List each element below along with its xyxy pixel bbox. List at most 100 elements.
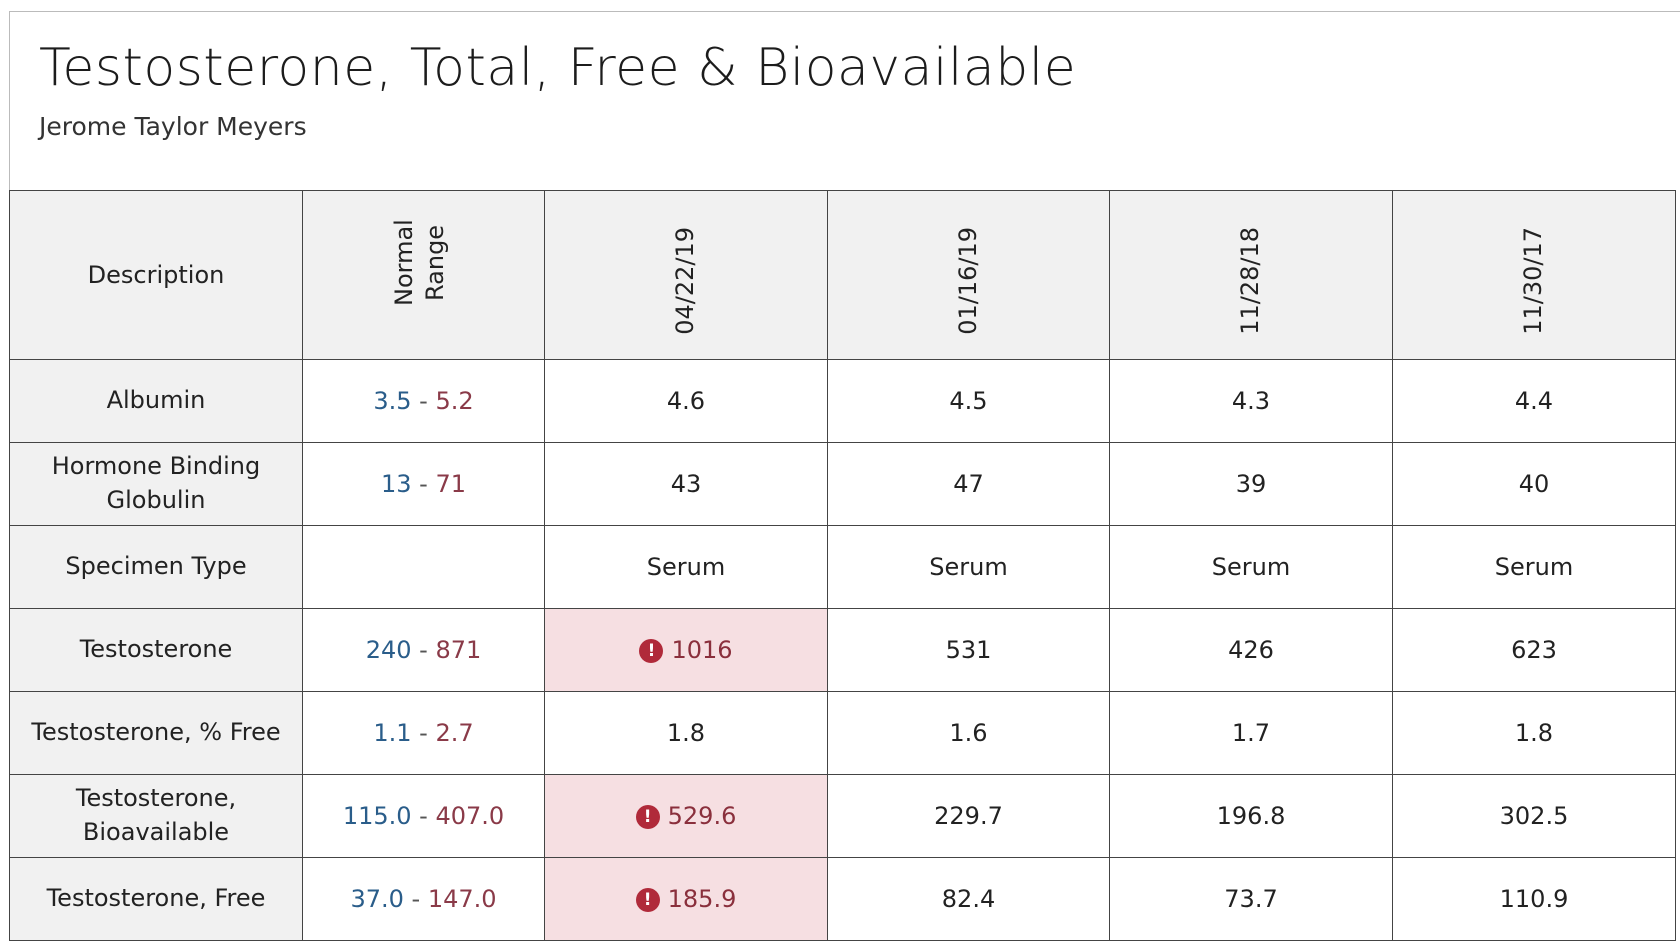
range-cell: 3.5 - 5.2	[302, 359, 545, 443]
value-text: 4.5	[949, 387, 988, 415]
value-cell: 4.3	[1109, 359, 1393, 443]
range-dash: -	[411, 387, 436, 415]
value-cell: 4.6	[544, 359, 828, 443]
value-text: 4.3	[1231, 387, 1271, 415]
range-dash: -	[411, 636, 436, 664]
table-row: Testosterone 240 - 871! 1016 531 426 623	[9, 608, 1676, 692]
value-text: 39	[1235, 470, 1267, 498]
table-row: Testosterone, Free 37.0 - 147.0 ! 185.9 82.4…	[9, 857, 1676, 941]
table-row: Hormone Binding Globulin 13 - 71 43 47 39 40	[9, 442, 1676, 526]
value-cell: 1.6	[827, 691, 1110, 775]
column-header: 11/28/18	[1109, 190, 1393, 360]
value-text: Serum	[929, 553, 1008, 581]
value-cell: 1.8	[544, 691, 828, 775]
range-high: 5.2	[435, 387, 474, 415]
value-cell: 531	[827, 608, 1110, 692]
column-header-text: 11/30/17	[1519, 227, 1548, 335]
value-text: 1016	[671, 636, 733, 664]
value-text: 43	[670, 470, 702, 498]
range-high: 871	[435, 636, 482, 664]
value-cell: Serum	[544, 525, 828, 609]
subtitle: Jerome Taylor Meyers	[39, 112, 307, 141]
table-row: Specimen Type Serum Serum Serum Serum	[9, 525, 1676, 609]
range-high: 147.0	[427, 885, 497, 913]
range-high: 407.0	[435, 802, 505, 830]
description-cell: Testosterone, % Free	[9, 691, 303, 775]
value-text: Serum	[1494, 553, 1574, 581]
value-cell: 623	[1392, 608, 1676, 692]
range-high: 71	[435, 470, 466, 498]
value-cell: 73.7	[1109, 857, 1393, 941]
range-cell: 240 - 871	[302, 608, 545, 692]
range-low: 1.1	[373, 719, 412, 747]
value-text: 82.4	[941, 885, 996, 913]
value-cell: 426	[1109, 608, 1393, 692]
value-text: 185.9	[667, 885, 737, 913]
value-cell: 47	[827, 442, 1110, 526]
value-text: 623	[1511, 636, 1557, 664]
value-cell: 229.7	[827, 774, 1110, 858]
value-cell: 196.8	[1109, 774, 1393, 858]
value-cell: 39	[1109, 442, 1393, 526]
range-dash: -	[403, 885, 428, 913]
range-low: 13	[380, 470, 412, 498]
column-header: Description	[9, 190, 303, 360]
description-cell: Testosterone, Bioavailable	[9, 774, 303, 858]
value-text: 40	[1518, 470, 1550, 498]
range-low: 3.5	[373, 387, 412, 415]
value-text: Serum	[1211, 553, 1291, 581]
column-header-text: Normal Range	[389, 219, 449, 307]
description-cell: Hormone Binding Globulin	[9, 442, 303, 526]
value-cell: ! 185.9	[544, 857, 828, 941]
range-cell: 1.1 - 2.7	[302, 691, 545, 775]
value-text: 47	[953, 470, 984, 498]
value-text: 302.5	[1499, 802, 1569, 830]
value-text: 110.9	[1499, 885, 1569, 913]
flag-icon: !	[639, 639, 664, 663]
range-dash: -	[411, 719, 436, 747]
range-cell	[302, 525, 545, 609]
value-cell: 1.8	[1392, 691, 1676, 775]
value-text: 1.6	[949, 719, 988, 747]
table-body: Albumin 3.5 - 5.2 4.6 4.5 4.3 4.4 Hormone Bind…	[9, 359, 1676, 941]
value-text: 1.8	[1514, 719, 1554, 747]
value-text: 73.7	[1224, 885, 1278, 913]
description-cell: Specimen Type	[9, 525, 303, 609]
column-header: 01/16/19	[827, 190, 1110, 360]
description-cell: Testosterone	[9, 608, 303, 692]
table-row: Albumin 3.5 - 5.2 4.6 4.5 4.3 4.4	[9, 359, 1676, 443]
column-header: Normal Range	[302, 190, 545, 360]
range-low: 37.0	[350, 885, 404, 913]
value-cell: Serum	[827, 525, 1110, 609]
value-cell: Serum	[1392, 525, 1676, 609]
value-cell: ! 1016	[544, 608, 828, 692]
value-text: 1.8	[666, 719, 706, 747]
column-header-text: 11/28/18	[1236, 227, 1265, 335]
table-row: Testosterone, Bioavailable 115.0 - 407.0!…	[9, 774, 1676, 858]
value-text: 4.6	[666, 387, 706, 415]
value-text: 1.7	[1231, 719, 1271, 747]
value-cell: Serum	[1109, 525, 1393, 609]
value-text: 196.8	[1216, 802, 1286, 830]
range-cell: 13 - 71	[302, 442, 545, 526]
value-cell: 302.5	[1392, 774, 1676, 858]
value-cell: 43	[544, 442, 828, 526]
column-header: 11/30/17	[1392, 190, 1676, 360]
table-row: Testosterone, % Free 1.1 - 2.7 1.8 1.6 1.7 1.…	[9, 691, 1676, 775]
value-cell: 1.7	[1109, 691, 1393, 775]
flag-icon: !	[635, 805, 660, 829]
header-row: Description Normal Range 04/22/19 01/16/19 1…	[9, 190, 1676, 360]
value-text: 4.4	[1514, 387, 1554, 415]
range-cell: 115.0 - 407.0	[302, 774, 545, 858]
value-text: 529.6	[667, 802, 737, 830]
column-header-text: 01/16/19	[953, 227, 982, 335]
range-low: 115.0	[342, 802, 412, 830]
value-cell: ! 529.6	[544, 774, 828, 858]
value-text: 531	[945, 636, 992, 664]
range-dash: -	[411, 802, 436, 830]
value-text: Serum	[646, 553, 726, 581]
description-cell: Testosterone, Free	[9, 857, 303, 941]
value-text: 229.7	[934, 802, 1003, 830]
value-cell: 82.4	[827, 857, 1110, 941]
